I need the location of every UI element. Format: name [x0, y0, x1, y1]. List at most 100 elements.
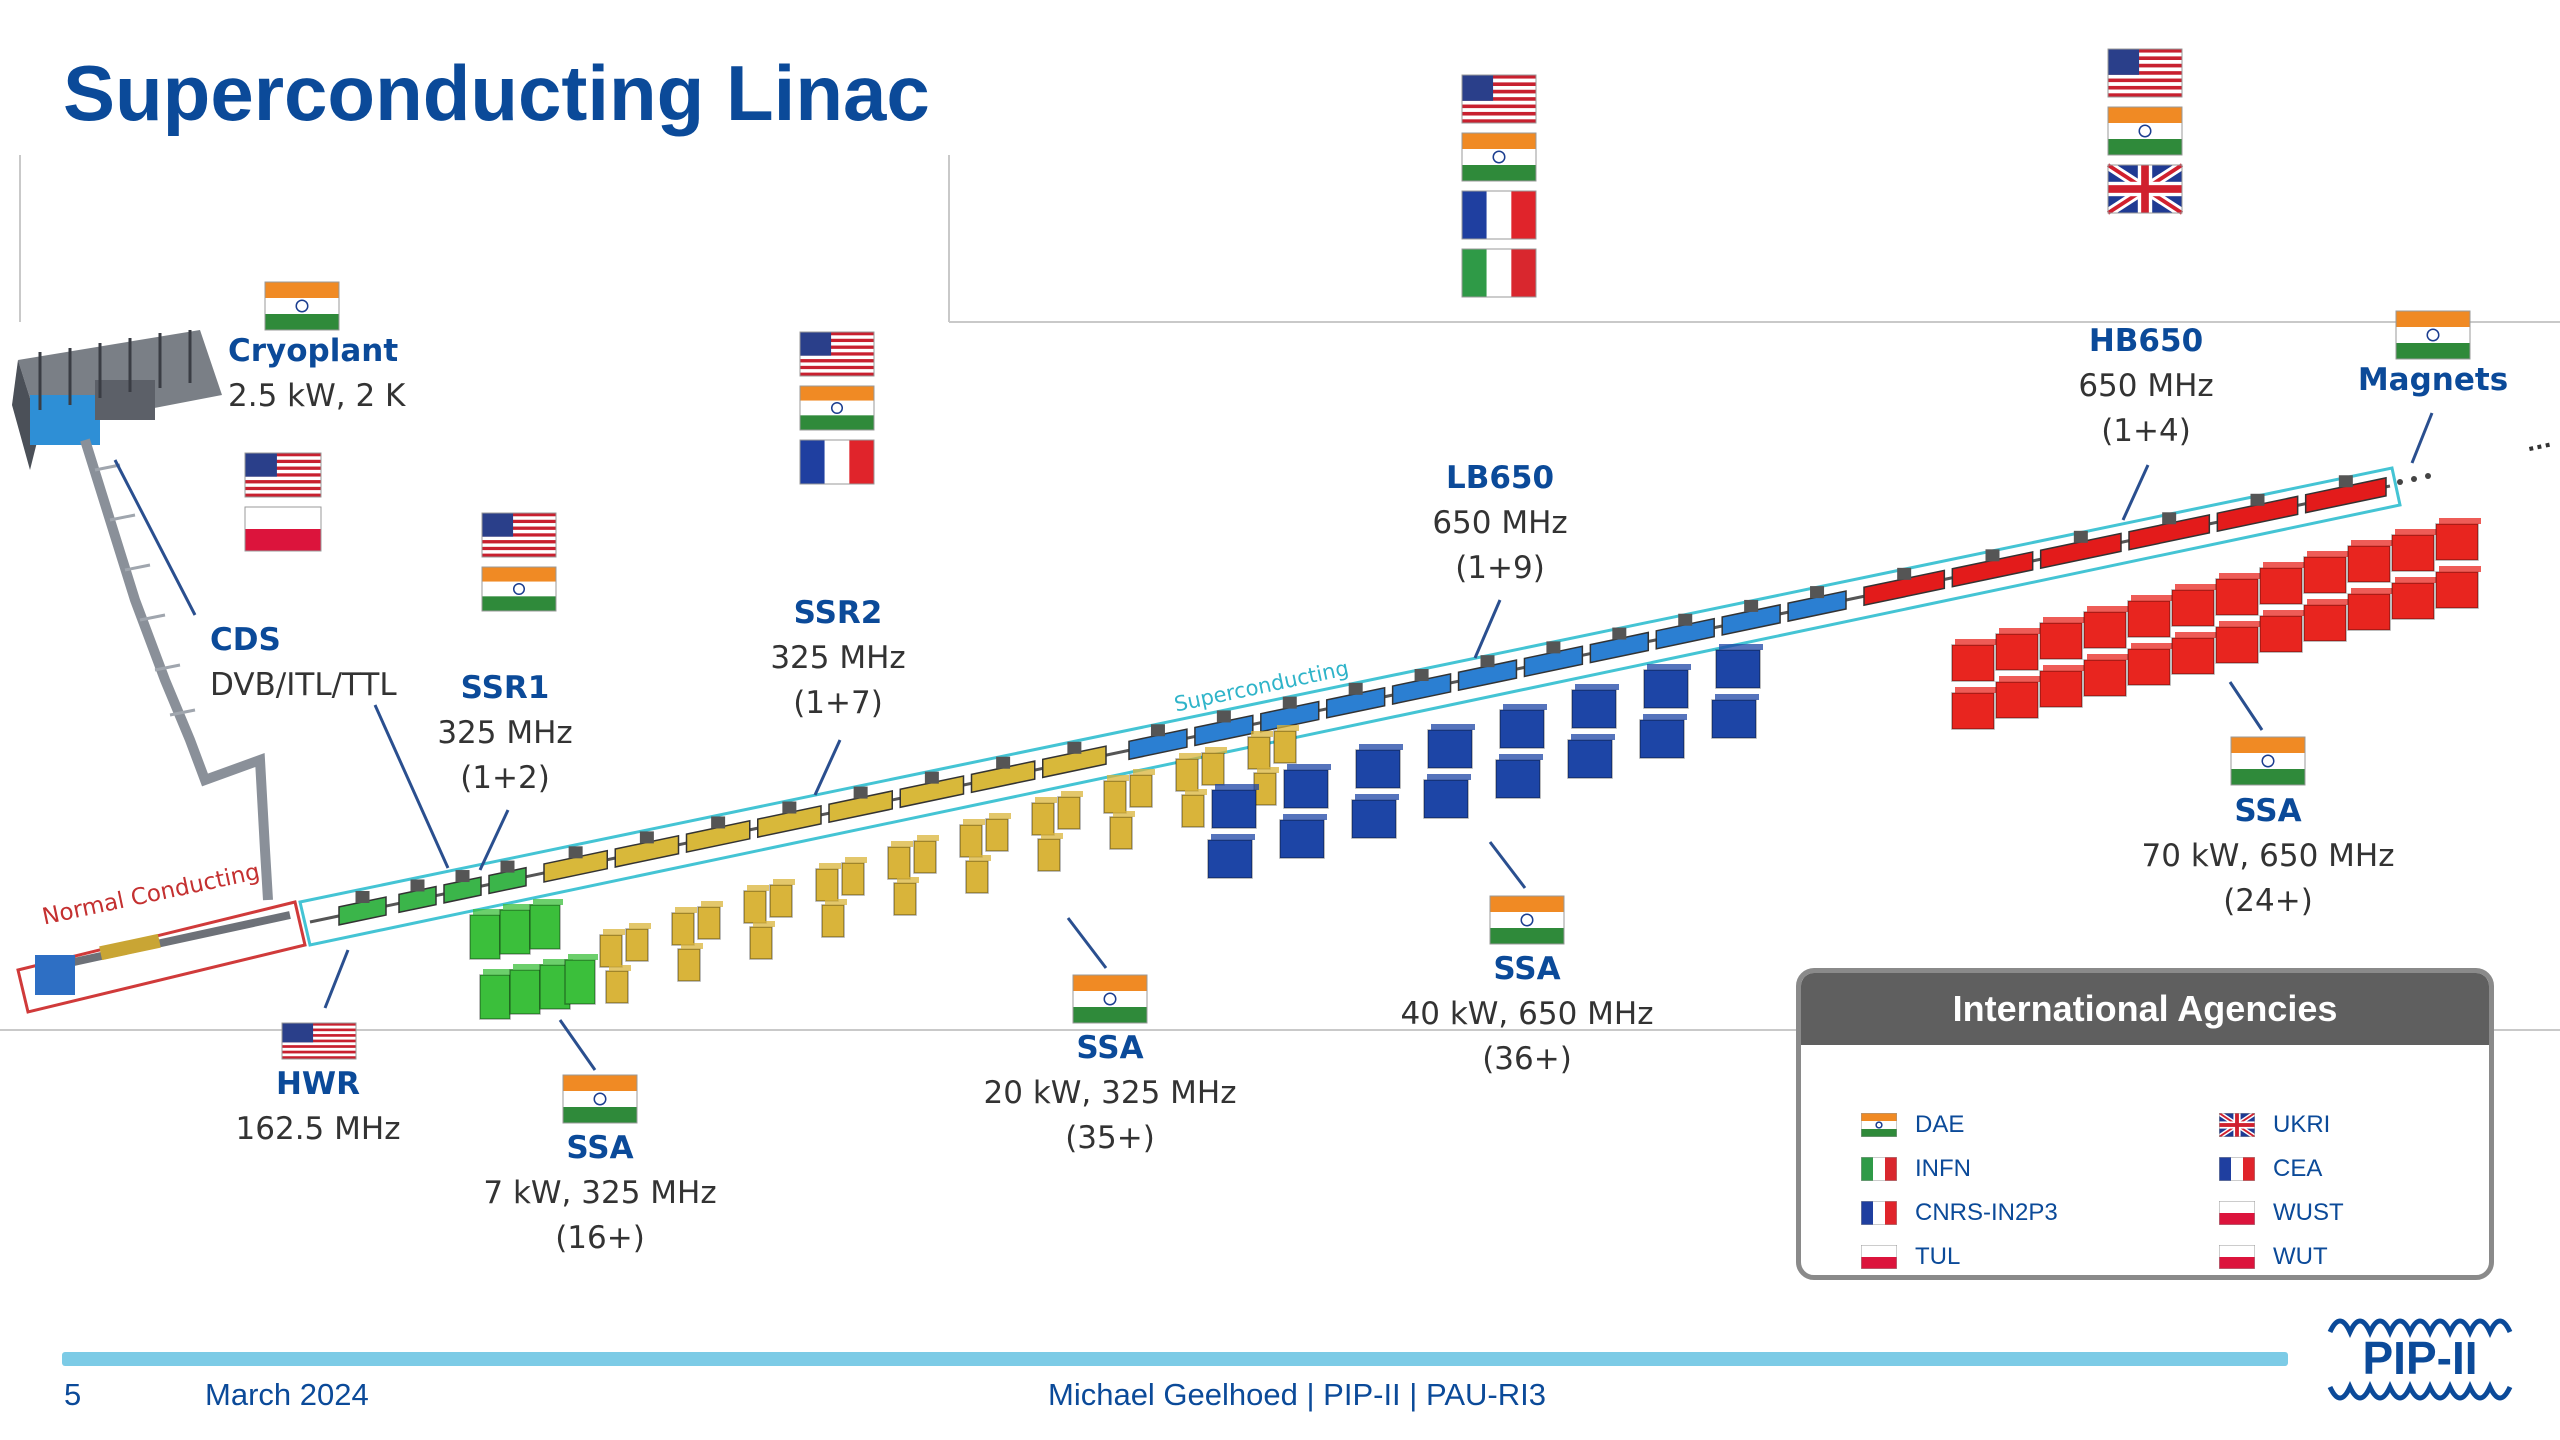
ssa-70kw-rack — [2083, 606, 2129, 649]
ssa-20kw-rack — [821, 899, 847, 938]
agencies-title: International Agencies — [1801, 973, 2489, 1045]
ssa-70kw-rack — [2215, 573, 2261, 616]
hb650-module — [2039, 530, 2122, 570]
ssa-70kw-desc: 70 kW, 650 MHz — [2141, 838, 2395, 874]
lb650-module — [1260, 696, 1320, 733]
cryoplant-label: Cryoplant 2.5 kW, 2 K — [228, 329, 405, 419]
flag-india-ssr1 — [481, 566, 557, 612]
ssr2-module — [543, 846, 608, 883]
agency-name: WUST — [2273, 1199, 2344, 1226]
ssa-7kw-rack — [564, 954, 598, 1005]
flag-india-ssr2 — [799, 385, 875, 431]
ssa-40kw-rack — [1715, 644, 1763, 689]
ssa-20kw-desc: 20 kW, 325 MHz — [983, 1075, 1237, 1111]
ssa-40kw-rack — [1495, 754, 1543, 799]
flag-india-ssa-70kw — [2230, 736, 2306, 786]
flags — [244, 48, 2471, 1124]
ssa-70kw-rack — [2303, 599, 2349, 642]
flag-poland — [1861, 1245, 1897, 1269]
agency-name: WUT — [2273, 1243, 2328, 1270]
ssa-7kw-rack — [529, 899, 563, 950]
ssr2-freq: 325 MHz — [770, 640, 906, 676]
flag-poland-icon — [2219, 1201, 2255, 1225]
ssa-20kw-rack — [965, 855, 991, 894]
agency-name: TUL — [1915, 1243, 1961, 1270]
ssa-20kw-name: SSA — [1076, 1030, 1144, 1066]
ssa-20kw-rack — [671, 907, 697, 946]
ssa-20kw-rack — [887, 841, 913, 880]
flag-poland — [2219, 1245, 2255, 1269]
ssa-20kw-rack — [1109, 811, 1135, 850]
ssa-7kw-rack — [499, 904, 533, 955]
agency-cea: CEA — [2219, 1155, 2322, 1183]
flag-india-ssa-40kw — [1489, 895, 1565, 945]
ssa-20kw-rack — [1201, 747, 1227, 786]
lb650-count: (1+9) — [1455, 550, 1545, 586]
ssa-40kw-rack — [1711, 694, 1759, 739]
lb650-module — [1721, 599, 1781, 636]
hwr-freq: 162.5 MHz — [235, 1111, 401, 1147]
lb650-module — [1589, 627, 1650, 664]
flag-italy-lb650 — [1461, 248, 1537, 298]
ssa-40kw-rack — [1643, 664, 1691, 709]
agency-infn: INFN — [1861, 1155, 1971, 1183]
ssa-20kw-rack — [749, 921, 775, 960]
ssa-20kw-rack — [769, 879, 795, 918]
ssr2-label: SSR2 325 MHz (1+7) — [770, 591, 905, 726]
agency-dae: DAE — [1861, 1111, 1964, 1139]
ssa-40kw-rack — [1283, 764, 1331, 809]
normal-conducting-section — [16, 900, 307, 1014]
ssa-70kw-rack — [2259, 610, 2305, 653]
cryoplant-desc: 2.5 kW, 2 K — [228, 378, 406, 414]
flag-poland-icon — [1861, 1245, 1897, 1269]
ssa-70kw-rack — [1951, 639, 1997, 682]
ssa-20kw-rack — [625, 923, 651, 962]
hb650-module — [2216, 493, 2299, 533]
ssa-40kw-rack — [1499, 704, 1547, 749]
flag-india-magnets — [2395, 310, 2471, 360]
magnets-name: Magnets — [2357, 362, 2509, 398]
footer-center: Michael Geelhoed | PIP-II | PAU-RI3 — [1048, 1377, 1546, 1412]
ssa-40kw-name: SSA — [1493, 951, 1561, 987]
flag-usa-hwr — [281, 1022, 357, 1060]
lb650-module — [1194, 710, 1254, 747]
ssa-20kw-rack — [985, 813, 1011, 852]
ssa-40kw-rack — [1351, 794, 1399, 839]
ssa-20kw-rack — [913, 835, 939, 874]
cryoplant-building — [12, 330, 222, 470]
agency-name: DAE — [1915, 1111, 1965, 1138]
flag-india-hb650 — [2107, 106, 2183, 156]
ssa-70kw-rack — [2083, 654, 2129, 697]
hb650-name: HB650 — [2088, 323, 2204, 359]
lb650-name: LB650 — [1445, 460, 1555, 496]
lb650-module — [1391, 668, 1452, 705]
flag-india-icon — [1861, 1113, 1897, 1137]
transfer-line — [80, 438, 273, 901]
ssa-20kw-rack — [959, 819, 985, 858]
agency-name: UKRI — [2273, 1111, 2331, 1138]
ssa-20kw-rack — [1037, 833, 1063, 872]
ssa-70kw-rack — [2391, 577, 2437, 620]
footer-bar — [62, 1352, 2288, 1366]
ssa-70kw-rack — [2171, 632, 2217, 675]
ssa-7kw-rack — [469, 909, 503, 960]
lb650-module — [1655, 613, 1715, 650]
slide-title: Superconducting Linac — [63, 49, 930, 137]
ssa-20kw-rack — [1103, 775, 1129, 814]
ssa-20kw-rack — [1057, 791, 1083, 830]
ssa-40kw-rack — [1567, 734, 1615, 779]
ssa-7kw-count: (16+) — [555, 1220, 645, 1256]
magnets-label: Magnets — [2358, 358, 2508, 403]
ssa-70kw-rack — [1995, 676, 2041, 719]
flag-uk-hb650 — [2105, 160, 2185, 218]
ssa-20kw-rack — [1175, 753, 1201, 792]
ssr2-name: SSR2 — [793, 595, 883, 631]
ssa-70kw-rack — [2039, 665, 2085, 708]
ssa-7kw-name: SSA — [566, 1130, 634, 1166]
ssr2-count: (1+7) — [793, 685, 883, 721]
lb650-module — [1325, 682, 1386, 719]
logo-text: PIP-II — [2362, 1332, 2477, 1384]
ssr2-module — [685, 816, 751, 854]
ssa-40kw-rack — [1355, 744, 1403, 789]
ssr2-module — [899, 771, 965, 809]
